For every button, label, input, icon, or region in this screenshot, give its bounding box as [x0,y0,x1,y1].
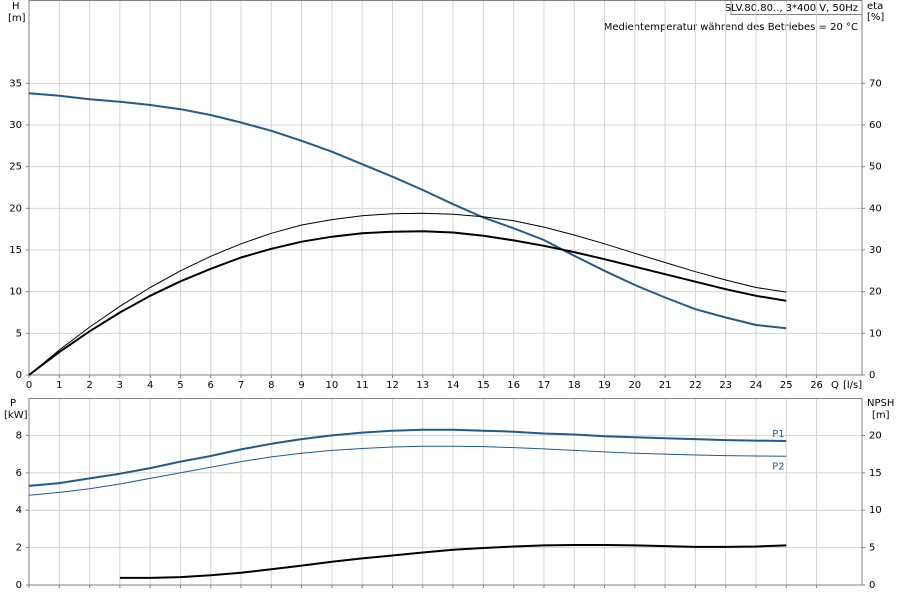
y-tick-label: 25 [9,162,22,173]
x-tick-label: 7 [238,380,244,391]
plot-frame [28,0,863,376]
chart-subtitle: Medientemperatur während des Betriebes =… [604,22,858,33]
y-tick-label: 5 [16,328,22,339]
plot-frame [28,398,863,586]
y-tick-label: 30 [9,120,22,131]
y-tick-label: 15 [9,245,22,256]
y2-tick-label: 5 [869,543,875,554]
y-axis-label: H [12,1,20,12]
series-label: P2 [772,461,784,472]
y-tick-label: 35 [9,78,22,89]
x-axis-unit: [l/s] [843,380,862,391]
y2-tick-label: 50 [869,162,882,173]
y-tick-label: 4 [16,505,22,516]
x-tick-label: 12 [386,380,399,391]
y2-tick-label: 20 [869,430,882,441]
x-tick-label: 15 [477,380,490,391]
x-tick-label: 6 [208,380,214,391]
x-tick-label: 23 [719,380,732,391]
y-tick-label: 10 [9,287,22,298]
y2-tick-label: 10 [869,328,882,339]
y2-axis-label: eta [867,1,883,12]
y2-tick-label: 0 [869,370,875,381]
y2-tick-label: 30 [869,245,882,256]
chart-title: SLV.80.80.., 3*400 V, 50Hz [725,3,858,14]
y2-axis-label: NPSH [867,398,894,409]
y2-tick-label: 40 [869,203,882,214]
y-tick-label: 20 [9,203,22,214]
y2-axis-unit: [m] [872,410,890,421]
y2-tick-label: 60 [869,120,882,131]
x-axis-label: Q [831,380,839,391]
x-tick-label: 13 [416,380,429,391]
plot-layer: 0 1 2 3 4 5 6 7 8 9 10 11 12 13 14 15 16 17 18 19 20 21 22 23 24… [9,0,882,591]
x-tick-label: 20 [628,380,641,391]
x-tick-label: 26 [810,380,823,391]
x-tick-label: 22 [689,380,702,391]
x-tick-label: 18 [568,380,581,391]
x-tick-label: 17 [538,380,551,391]
x-tick-label: 3 [117,380,123,391]
x-tick-label: 4 [147,380,153,391]
y-tick-label: 2 [16,543,22,554]
series-line [28,230,787,376]
x-tick-label: 1 [56,380,62,391]
x-tick-label: 2 [86,380,92,391]
y-tick-label: 0 [16,580,22,591]
y2-axis-unit: [%] [867,12,884,23]
y2-tick-label: 70 [869,78,882,89]
x-tick-label: 5 [177,380,183,391]
x-tick-label: 0 [26,380,32,391]
x-tick-label: 8 [268,380,274,391]
y-axis-unit: [kW] [4,410,28,421]
y-axis-label: P [10,398,16,409]
series-label: P1 [772,429,784,440]
series-line [28,212,787,376]
series-line [119,544,787,579]
series-line [28,92,787,330]
x-tick-label: 25 [780,380,793,391]
x-tick-label: 21 [659,380,672,391]
y-tick-label: 6 [16,468,22,479]
y-tick-label: 8 [16,430,22,441]
x-tick-label: 10 [326,380,339,391]
x-tick-label: 24 [750,380,763,391]
y2-tick-label: 15 [869,468,882,479]
y2-tick-label: 20 [869,287,882,298]
x-tick-label: 16 [507,380,520,391]
x-tick-label: 11 [356,380,369,391]
x-tick-label: 19 [598,380,611,391]
y2-tick-label: 10 [869,505,882,516]
series-line [28,445,787,496]
x-tick-label: 9 [298,380,304,391]
y2-tick-label: 0 [869,580,875,591]
series-line [28,428,787,487]
x-tick-label: 14 [447,380,460,391]
y-axis-unit: [m] [8,13,26,24]
y-tick-label: 0 [16,370,22,381]
